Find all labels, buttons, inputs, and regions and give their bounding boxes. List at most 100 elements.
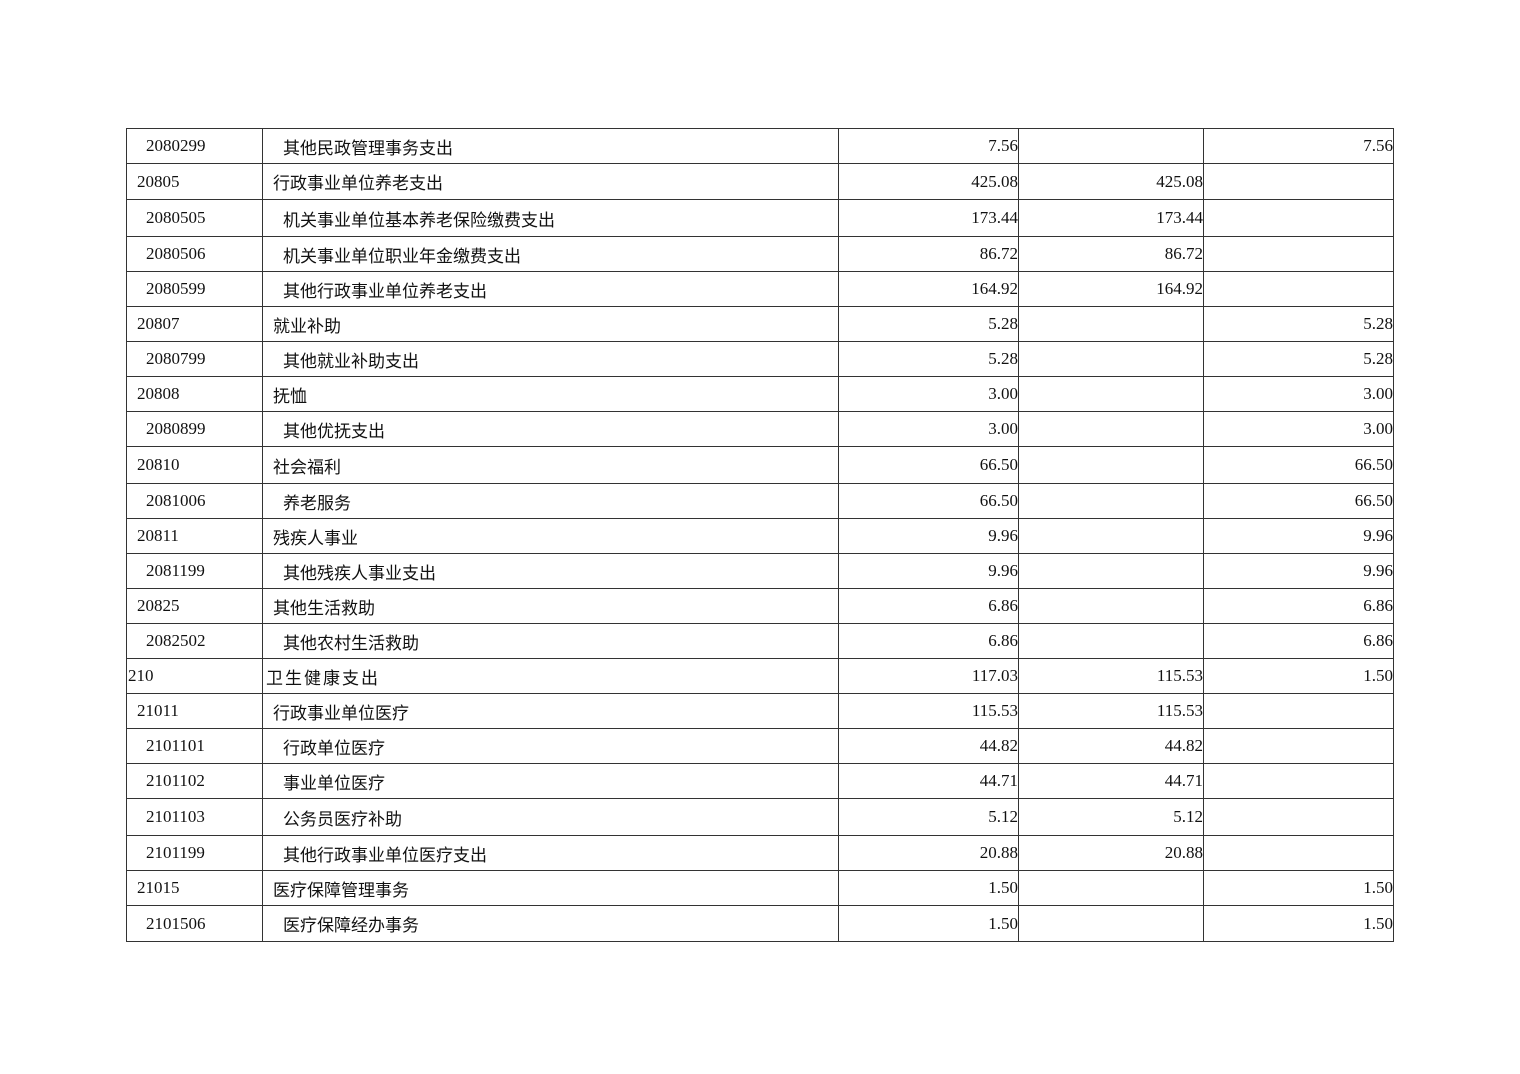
project-expenditure-cell xyxy=(1203,163,1394,200)
budget-expenditure-table: 2080299 其他民政管理事务支出 7.56 7.56 20805 行政事业单位养老支出… xyxy=(126,128,1394,942)
project-expenditure-cell: 1.50 xyxy=(1203,658,1394,694)
project-expenditure-cell xyxy=(1203,763,1394,799)
basic-expenditure-cell: 5.12 xyxy=(1018,798,1204,836)
name-cell: 残疾人事业 xyxy=(262,518,839,554)
code-cell: 2080799 xyxy=(126,341,263,377)
name-cell: 行政单位医疗 xyxy=(262,728,839,764)
table-row: 210 卫生健康支出 117.03 115.53 1.50 xyxy=(126,658,1394,694)
table-row: 2080599 其他行政事业单位养老支出 164.92 164.92 xyxy=(126,271,1394,307)
project-expenditure-cell xyxy=(1203,271,1394,307)
basic-expenditure-cell xyxy=(1018,411,1204,447)
project-expenditure-cell: 66.50 xyxy=(1203,483,1394,519)
table-row: 21015 医疗保障管理事务 1.50 1.50 xyxy=(126,870,1394,906)
project-expenditure-cell: 5.28 xyxy=(1203,306,1394,342)
table-row: 2101102 事业单位医疗 44.71 44.71 xyxy=(126,763,1394,799)
name-cell: 其他就业补助支出 xyxy=(262,341,839,377)
table-row: 20805 行政事业单位养老支出 425.08 425.08 xyxy=(126,163,1394,200)
code-cell: 2101199 xyxy=(126,835,263,871)
total-cell: 3.00 xyxy=(838,411,1019,447)
name-cell: 养老服务 xyxy=(262,483,839,519)
name-cell: 其他农村生活救助 xyxy=(262,623,839,659)
table-row: 2080506 机关事业单位职业年金缴费支出 86.72 86.72 xyxy=(126,236,1394,272)
total-cell: 173.44 xyxy=(838,199,1019,237)
table-row: 20811 残疾人事业 9.96 9.96 xyxy=(126,518,1394,554)
project-expenditure-cell xyxy=(1203,236,1394,272)
code-cell: 2101101 xyxy=(126,728,263,764)
basic-expenditure-cell: 115.53 xyxy=(1018,658,1204,694)
table-row: 2101199 其他行政事业单位医疗支出 20.88 20.88 xyxy=(126,835,1394,871)
table-row: 2080899 其他优抚支出 3.00 3.00 xyxy=(126,411,1394,447)
code-cell: 21011 xyxy=(126,693,263,729)
basic-expenditure-cell xyxy=(1018,341,1204,377)
basic-expenditure-cell xyxy=(1018,553,1204,589)
basic-expenditure-cell: 164.92 xyxy=(1018,271,1204,307)
basic-expenditure-cell xyxy=(1018,306,1204,342)
basic-expenditure-cell: 44.82 xyxy=(1018,728,1204,764)
total-cell: 117.03 xyxy=(838,658,1019,694)
project-expenditure-cell: 3.00 xyxy=(1203,411,1394,447)
basic-expenditure-cell xyxy=(1018,446,1204,484)
table-row: 20825 其他生活救助 6.86 6.86 xyxy=(126,588,1394,624)
total-cell: 7.56 xyxy=(838,128,1019,164)
table-row: 2081006 养老服务 66.50 66.50 xyxy=(126,483,1394,519)
project-expenditure-cell xyxy=(1203,199,1394,237)
basic-expenditure-cell xyxy=(1018,905,1204,942)
basic-expenditure-cell: 86.72 xyxy=(1018,236,1204,272)
name-cell: 抚恤 xyxy=(262,376,839,412)
total-cell: 44.71 xyxy=(838,763,1019,799)
total-cell: 5.12 xyxy=(838,798,1019,836)
name-cell: 事业单位医疗 xyxy=(262,763,839,799)
name-cell: 其他残疾人事业支出 xyxy=(262,553,839,589)
table-row: 2081199 其他残疾人事业支出 9.96 9.96 xyxy=(126,553,1394,589)
project-expenditure-cell: 7.56 xyxy=(1203,128,1394,164)
basic-expenditure-cell: 115.53 xyxy=(1018,693,1204,729)
basic-expenditure-cell xyxy=(1018,623,1204,659)
project-expenditure-cell xyxy=(1203,693,1394,729)
basic-expenditure-cell xyxy=(1018,870,1204,906)
project-expenditure-cell: 9.96 xyxy=(1203,553,1394,589)
table-row: 20807 就业补助 5.28 5.28 xyxy=(126,306,1394,342)
total-cell: 1.50 xyxy=(838,905,1019,942)
basic-expenditure-cell: 44.71 xyxy=(1018,763,1204,799)
basic-expenditure-cell xyxy=(1018,376,1204,412)
project-expenditure-cell: 66.50 xyxy=(1203,446,1394,484)
name-cell: 机关事业单位职业年金缴费支出 xyxy=(262,236,839,272)
basic-expenditure-cell: 173.44 xyxy=(1018,199,1204,237)
code-cell: 2080299 xyxy=(126,128,263,164)
name-cell: 就业补助 xyxy=(262,306,839,342)
code-cell: 20825 xyxy=(126,588,263,624)
name-cell: 其他优抚支出 xyxy=(262,411,839,447)
basic-expenditure-cell: 20.88 xyxy=(1018,835,1204,871)
project-expenditure-cell: 6.86 xyxy=(1203,623,1394,659)
table-row: 2080299 其他民政管理事务支出 7.56 7.56 xyxy=(126,128,1394,164)
code-cell: 20810 xyxy=(126,446,263,484)
total-cell: 86.72 xyxy=(838,236,1019,272)
code-cell: 2080505 xyxy=(126,199,263,237)
code-cell: 20807 xyxy=(126,306,263,342)
project-expenditure-cell: 5.28 xyxy=(1203,341,1394,377)
total-cell: 6.86 xyxy=(838,588,1019,624)
table-row: 2080799 其他就业补助支出 5.28 5.28 xyxy=(126,341,1394,377)
basic-expenditure-cell: 425.08 xyxy=(1018,163,1204,200)
table-row: 2101506 医疗保障经办事务 1.50 1.50 xyxy=(126,905,1394,942)
basic-expenditure-cell xyxy=(1018,483,1204,519)
basic-expenditure-cell xyxy=(1018,518,1204,554)
total-cell: 6.86 xyxy=(838,623,1019,659)
name-cell: 医疗保障经办事务 xyxy=(262,905,839,942)
code-cell: 2081199 xyxy=(126,553,263,589)
total-cell: 164.92 xyxy=(838,271,1019,307)
code-cell: 2081006 xyxy=(126,483,263,519)
table-row: 2101103 公务员医疗补助 5.12 5.12 xyxy=(126,798,1394,836)
name-cell: 行政事业单位医疗 xyxy=(262,693,839,729)
table-row: 2082502 其他农村生活救助 6.86 6.86 xyxy=(126,623,1394,659)
table-row: 20810 社会福利 66.50 66.50 xyxy=(126,446,1394,484)
name-cell: 其他生活救助 xyxy=(262,588,839,624)
table-row: 20808 抚恤 3.00 3.00 xyxy=(126,376,1394,412)
name-cell: 行政事业单位养老支出 xyxy=(262,163,839,200)
name-cell: 机关事业单位基本养老保险缴费支出 xyxy=(262,199,839,237)
table-row: 21011 行政事业单位医疗 115.53 115.53 xyxy=(126,693,1394,729)
name-cell: 医疗保障管理事务 xyxy=(262,870,839,906)
project-expenditure-cell: 3.00 xyxy=(1203,376,1394,412)
project-expenditure-cell xyxy=(1203,728,1394,764)
code-cell: 20808 xyxy=(126,376,263,412)
